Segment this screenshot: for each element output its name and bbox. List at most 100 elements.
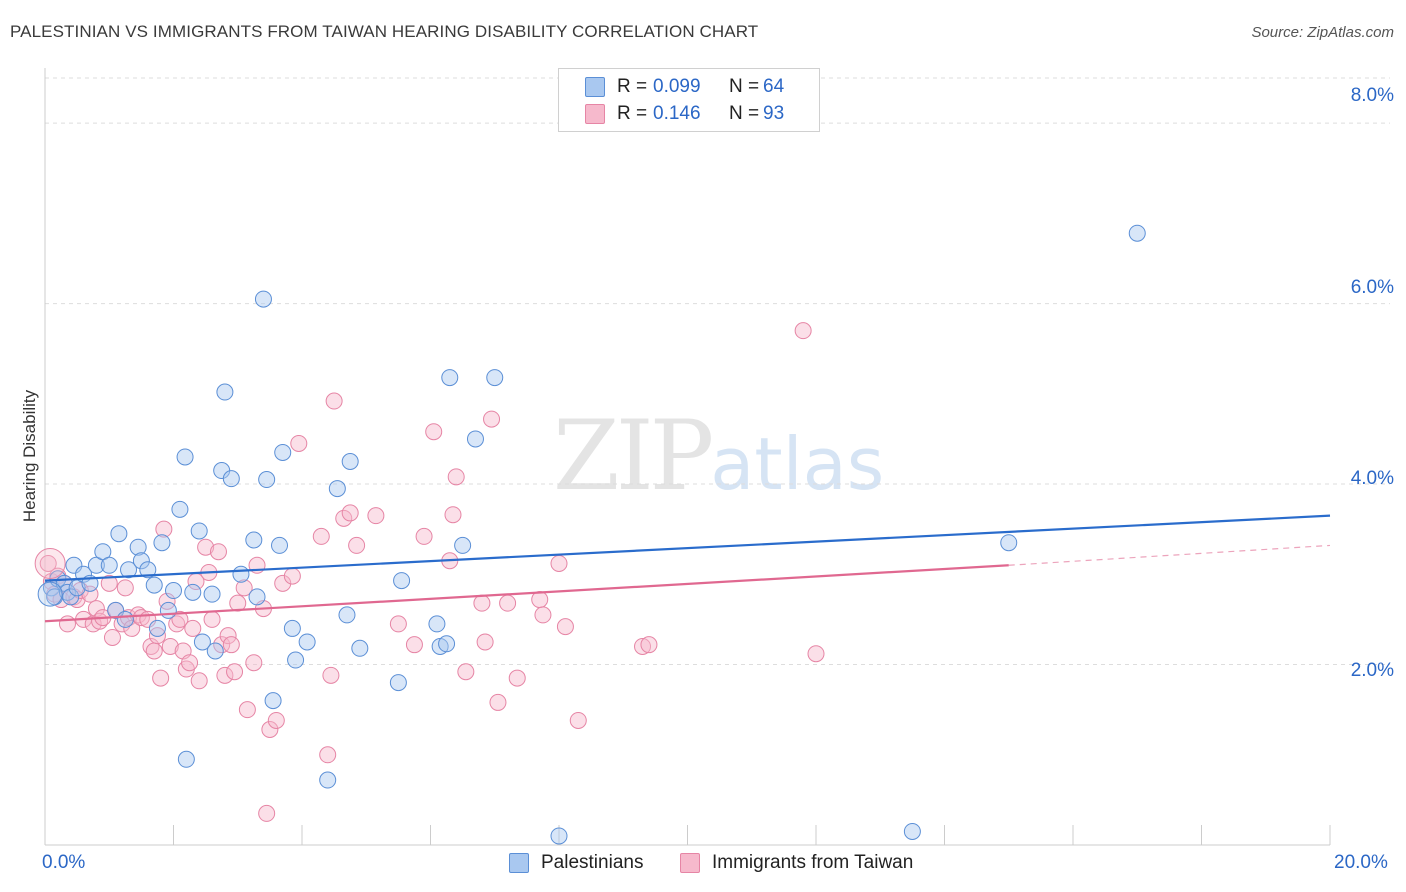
palestinian-point <box>145 576 163 594</box>
palestinian-point <box>190 522 208 540</box>
palestinian-point <box>428 615 446 633</box>
palestinian-point <box>153 534 171 552</box>
taiwan-point <box>152 669 170 687</box>
bottom-legend-swatch-pink <box>680 853 700 873</box>
palestinian-point <box>139 561 157 579</box>
taiwan-point <box>267 711 285 729</box>
palestinian-point <box>351 639 369 657</box>
palestinian-point-large <box>37 581 63 607</box>
bottom-legend-swatch-blue <box>509 853 529 873</box>
bottom-legend-taiwan: Immigrants from Taiwan <box>680 852 913 874</box>
taiwan-point <box>222 636 240 654</box>
taiwan-point <box>290 434 308 452</box>
palestinian-point <box>58 583 76 601</box>
palestinian-point <box>222 470 240 488</box>
taiwan-point <box>325 392 343 410</box>
palestinians-trend-line <box>44 514 1331 582</box>
legend-n-value: 93 <box>763 103 785 124</box>
taiwan-point <box>158 592 176 610</box>
legend-n-label: N = <box>729 103 760 124</box>
taiwan-point <box>148 627 166 645</box>
taiwan-point <box>213 636 231 654</box>
taiwan-point <box>258 804 276 822</box>
legend-r-label: R = <box>617 103 648 124</box>
taiwan-point <box>489 693 507 711</box>
palestinian-point <box>1000 534 1018 552</box>
palestinian-point <box>132 552 150 570</box>
palestinian-point <box>110 525 128 543</box>
legend-swatch-blue <box>585 77 605 97</box>
palestinian-point <box>203 585 221 603</box>
legend-swatch-pink <box>585 104 605 124</box>
taiwan-point <box>71 582 89 600</box>
y-tick-label-4: 4.0% <box>1350 468 1394 489</box>
taiwan-point <box>483 410 501 428</box>
taiwan-point <box>425 423 443 441</box>
taiwan-point-large <box>34 547 66 579</box>
taiwan-point <box>197 538 215 556</box>
taiwan-point <box>155 520 173 538</box>
taiwan-point <box>556 618 574 636</box>
palestinian-point <box>193 633 211 651</box>
taiwan-point <box>640 636 658 654</box>
palestinian-point <box>245 531 263 549</box>
palestinian-point <box>165 582 182 600</box>
taiwan-point <box>447 468 465 486</box>
taiwan-point <box>203 610 221 628</box>
taiwan-point <box>238 701 256 719</box>
y-tick-label-6: 6.0% <box>1350 277 1394 298</box>
x-min-label: 0.0% <box>42 852 86 873</box>
palestinian-point <box>271 536 289 554</box>
taiwan-point <box>415 527 433 545</box>
palestinian-point <box>129 538 147 556</box>
taiwan-point <box>145 642 163 660</box>
taiwan-point <box>348 536 366 554</box>
palestinian-point <box>159 601 177 619</box>
palestinian-point <box>438 635 456 653</box>
palestinian-point <box>116 610 134 628</box>
palestinian-point <box>62 588 80 606</box>
legend-n-label: N = <box>729 76 760 97</box>
taiwan-point <box>405 636 423 654</box>
palestinian-point <box>328 480 346 498</box>
taiwan-point <box>534 606 552 624</box>
taiwan-point <box>168 615 186 633</box>
palestinian-point <box>466 430 484 448</box>
palestinian-point <box>254 290 272 308</box>
taiwan-trend-line <box>44 564 1009 623</box>
watermark-atlas: atlas <box>710 422 885 506</box>
legend-r-value: 0.146 <box>653 103 701 124</box>
taiwan-point <box>476 633 494 651</box>
taiwan-point <box>116 579 134 597</box>
taiwan-point <box>794 322 812 340</box>
taiwan-point <box>367 507 385 525</box>
palestinian-point <box>338 606 356 624</box>
legend-row-taiwan: R = 0.146 N = 93 <box>585 102 784 126</box>
palestinian-point <box>298 633 316 651</box>
palestinian-point <box>441 369 459 387</box>
palestinian-point <box>258 471 276 489</box>
taiwan-point <box>181 654 199 672</box>
taiwan-point <box>39 554 57 572</box>
palestinian-point <box>184 583 202 601</box>
legend-n-value: 64 <box>763 76 785 97</box>
taiwan-point <box>209 543 227 561</box>
palestinian-point <box>206 642 224 660</box>
taiwan-point <box>100 574 118 592</box>
taiwan-point <box>807 645 825 663</box>
taiwan-point <box>341 504 359 522</box>
y-tick-label-8: 8.0% <box>1350 85 1394 106</box>
taiwan-point <box>322 666 340 684</box>
bottom-legend-label-palestinians: Palestinians <box>541 852 644 873</box>
taiwan-point <box>569 711 587 729</box>
taiwan-point <box>103 628 121 646</box>
palestinian-point <box>148 619 166 637</box>
legend-r-value: 0.099 <box>653 76 701 97</box>
y-axis-title: Hearing Disability <box>20 389 39 523</box>
palestinian-point <box>100 556 118 574</box>
palestinian-point <box>248 588 266 606</box>
palestinian-point <box>389 674 407 692</box>
taiwan-point <box>389 615 407 633</box>
taiwan-point <box>283 567 301 585</box>
